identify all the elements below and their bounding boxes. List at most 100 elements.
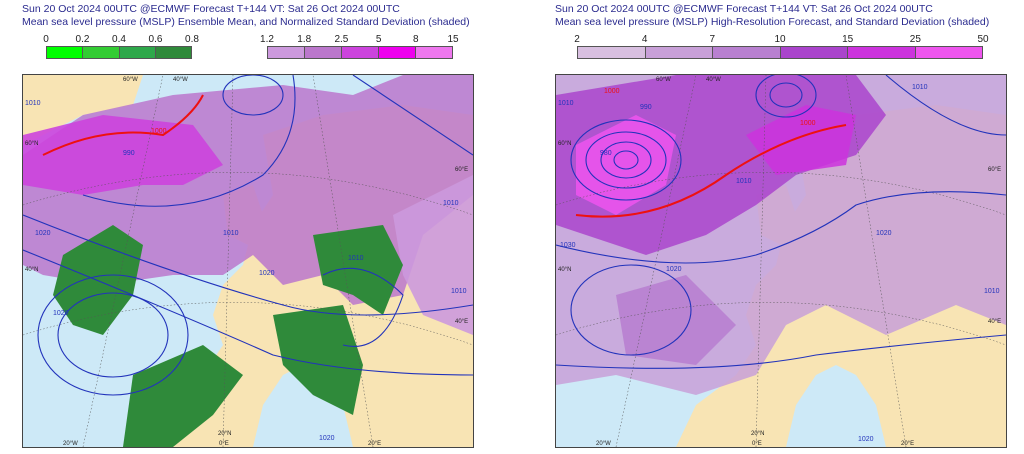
right-legend-bar (577, 46, 983, 59)
meridian (615, 75, 697, 447)
legend-label: 0.4 (112, 34, 126, 45)
contour-label: 990 (640, 104, 652, 111)
lat-label: 60°N (25, 141, 38, 147)
contour-label: 1000 (151, 128, 167, 135)
legend-swatch (645, 47, 713, 58)
isobar (82, 75, 296, 207)
legend-label: 25 (909, 34, 921, 45)
spread-shading-high (746, 105, 856, 175)
graticule (23, 75, 473, 447)
lon-label: 0°E (752, 441, 762, 447)
contour-label: 1020 (35, 230, 51, 237)
isobars (556, 75, 1006, 369)
legend-swatch (848, 47, 916, 58)
legend-swatch (713, 47, 781, 58)
legend-swatch (416, 47, 452, 58)
left-legend-purple-labels: 1.2 1.8 2.5 5 8 15 (260, 34, 459, 46)
left-map-svg: 1010 1020 1000 990 1010 1020 1010 1010 1… (23, 75, 473, 447)
isobar (23, 249, 473, 376)
contour-label: 990 (123, 150, 135, 157)
legend-label: 15 (447, 34, 459, 45)
graticule (556, 75, 1006, 447)
legend-swatch (379, 47, 416, 58)
left-legend-green: 0 0.2 0.4 0.6 0.8 (43, 34, 199, 59)
isobar (570, 264, 692, 356)
legend-swatch (578, 47, 646, 58)
legend-label: 0.8 (185, 34, 199, 45)
contour-label: 1010 (25, 100, 41, 107)
isobar (322, 267, 404, 347)
contour-label: 1000 (800, 120, 816, 127)
contour-label: 1010 (348, 255, 364, 262)
legend-label: 5 (375, 34, 382, 45)
isobar (755, 75, 817, 118)
contour-label: 1010 (984, 288, 1000, 295)
graticule-labels: 60°W 40°W 60°E 40°E 20°W 0°E 20°E 60°N 4… (558, 77, 1001, 447)
left-title-line2: Mean sea level pressure (MSLP) Ensemble … (22, 16, 470, 28)
spread-shading-green-east (313, 225, 403, 315)
parallel-40n (556, 302, 1006, 346)
right-legend-labels: 2 4 7 10 15 25 50 (574, 34, 988, 46)
edge-label: 60°W (656, 77, 671, 83)
legend-label: 0.2 (75, 34, 90, 45)
spread-shading-high (576, 115, 676, 215)
isobar (57, 292, 169, 378)
isobar (23, 214, 473, 316)
isobar (556, 191, 1006, 264)
lat-label: 40°N (558, 267, 571, 273)
edge-label: 40°E (455, 319, 468, 325)
legend-swatch (780, 47, 848, 58)
isobar (222, 75, 284, 116)
lat-label: 40°N (25, 267, 38, 273)
spread-shading-high (23, 115, 223, 195)
spread-shading-low (393, 175, 473, 335)
isobar (885, 75, 1006, 136)
edge-label: 60°W (123, 77, 138, 83)
legend-label: 1.2 (260, 34, 274, 45)
spread-shading-green-med (273, 305, 363, 415)
lat-label: 20°N (218, 431, 231, 437)
left-legend-green-bar (46, 46, 192, 59)
legend-swatch (305, 47, 342, 58)
lon-label: 20°W (63, 441, 78, 447)
contour-labels: 1010 1000 990 980 1000 1010 1010 1020 10… (558, 84, 1000, 443)
parallel-40n (23, 302, 473, 346)
lat-label: 20°N (751, 431, 764, 437)
spread-shading-mid (616, 275, 736, 365)
left-legend-purple-bar (267, 46, 453, 59)
contour-label: 1010 (443, 200, 459, 207)
meridian (82, 75, 164, 447)
edge-label: 40°E (988, 319, 1001, 325)
legend-label: 8 (413, 34, 419, 45)
isobar (769, 82, 803, 108)
legend-label: 10 (774, 34, 786, 45)
legend-label: 15 (842, 34, 854, 45)
isobar-1000 (575, 124, 847, 218)
left-title: Sun 20 Oct 2024 00UTC @ECMWF Forecast T+… (22, 3, 470, 29)
legend-label: 4 (641, 34, 648, 45)
left-legend-green-labels: 0 0.2 0.4 0.6 0.8 (43, 34, 199, 46)
lon-label: 20°E (368, 441, 381, 447)
lon-label: 20°W (596, 441, 611, 447)
edge-label: 60°E (455, 167, 468, 173)
right-legend: 2 4 7 10 15 25 50 (574, 34, 989, 59)
legend-label: 50 (977, 34, 989, 45)
legend-label: 2 (574, 34, 580, 45)
edge-label: 40°W (173, 77, 188, 83)
right-title: Sun 20 Oct 2024 00UTC @ECMWF Forecast T+… (555, 3, 989, 29)
contour-label: 1020 (53, 310, 69, 317)
right-title-line2: Mean sea level pressure (MSLP) High-Reso… (555, 16, 990, 28)
spread-shading-green-south (123, 345, 243, 447)
right-title-line1: Sun 20 Oct 2024 00UTC @ECMWF Forecast T+… (555, 3, 933, 15)
graticule-labels: 60°W 40°W 60°E 40°E 20°W 0°E 20°E 60°N 4… (25, 77, 468, 447)
right-map: 1010 1000 990 980 1000 1010 1010 1020 10… (555, 74, 1007, 448)
legend-swatch (268, 47, 305, 58)
contour-label: 1010 (558, 100, 574, 107)
isobar (556, 334, 1006, 369)
contour-labels: 1010 1020 1000 990 1010 1020 1010 1010 1… (25, 100, 467, 442)
legend-swatch (47, 47, 84, 58)
contour-label: 1020 (876, 230, 892, 237)
contour-label: 1010 (736, 178, 752, 185)
contour-label: 1010 (451, 288, 467, 295)
legend-label: 0 (43, 34, 49, 45)
